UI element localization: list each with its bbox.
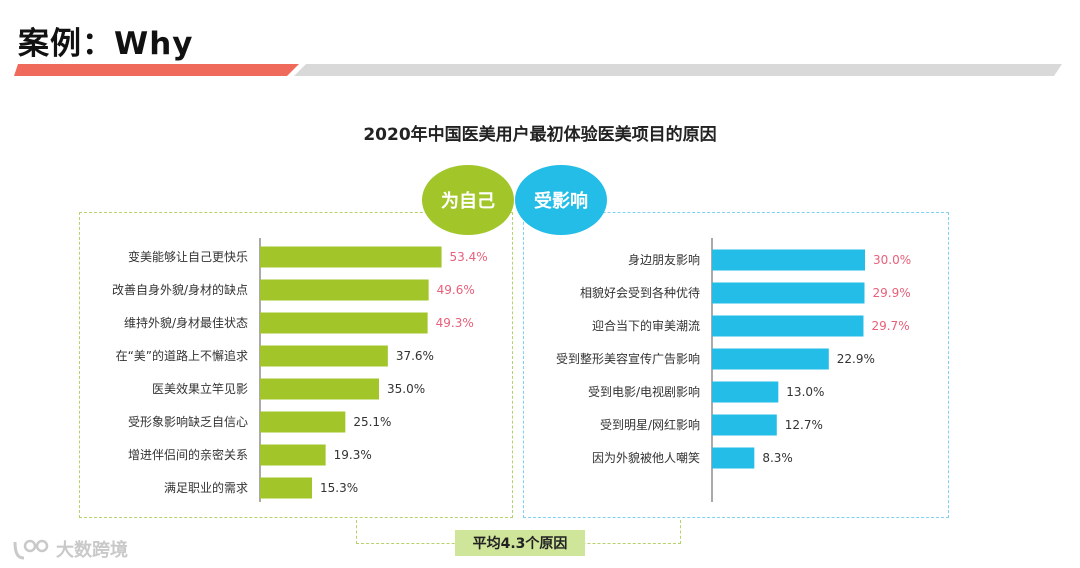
data-label: 53.4% (450, 250, 488, 264)
bar (712, 249, 865, 271)
data-label: 25.1% (353, 415, 391, 429)
data-label: 37.6% (396, 349, 434, 363)
category-label: 维持外貌/身材最佳状态 (124, 315, 248, 330)
bar (260, 345, 388, 367)
data-label: 15.3% (320, 481, 358, 495)
category-label: 受形象影响缺乏自信心 (128, 414, 248, 429)
data-label: 12.7% (785, 418, 823, 432)
group-label-self: 为自己 (422, 165, 514, 235)
category-label: 迎合当下的审美潮流 (592, 318, 700, 333)
panel-influenced (523, 212, 949, 518)
bar (260, 477, 313, 499)
category-label: 满足职业的需求 (164, 480, 248, 495)
category-label: 因为外貌被他人嘲笑 (592, 450, 700, 465)
bar (712, 282, 865, 304)
slide-title: 案例：Why (18, 26, 194, 62)
bar (260, 411, 346, 433)
panel-self (79, 212, 513, 518)
data-label: 29.7% (871, 319, 909, 333)
category-label: 变美能够让自己更快乐 (128, 249, 248, 264)
data-label: 49.3% (436, 316, 474, 330)
logo-icon (13, 539, 49, 560)
bar (712, 348, 829, 370)
category-label: 受到整形美容宣传广告影响 (556, 351, 700, 366)
bar (260, 444, 326, 466)
category-label: 身边朋友影响 (628, 252, 700, 267)
data-label: 49.6% (437, 283, 475, 297)
watermark: 大数跨境 (12, 536, 128, 562)
title-bar-accent (14, 64, 299, 76)
data-label: 30.0% (873, 253, 911, 267)
chart-title: 2020年中国医美用户最初体验医美项目的原因 (363, 125, 717, 145)
bar (260, 312, 428, 334)
category-label: 相貌好会受到各种优待 (580, 285, 700, 300)
category-label: 医美效果立竿见影 (152, 381, 248, 396)
title-underline-bar (14, 64, 1062, 76)
bar (712, 447, 755, 469)
bar (712, 315, 864, 337)
category-label: 受到明星/网红影响 (600, 417, 700, 432)
bar (260, 279, 429, 301)
category-label: 改善自身外貌/身材的缺点 (112, 282, 248, 297)
average-label: 平均4.3个原因 (455, 530, 585, 556)
data-label: 35.0% (387, 382, 425, 396)
category-label: 在“美”的道路上不懈追求 (116, 348, 248, 363)
data-label: 22.9% (837, 352, 875, 366)
category-label: 受到电影/电视剧影响 (588, 384, 700, 399)
category-label: 增进伴侣间的亲密关系 (128, 447, 248, 462)
data-label: 19.3% (334, 448, 372, 462)
data-label: 29.9% (872, 286, 910, 300)
group-label-influenced: 受影响 (515, 165, 607, 235)
title-bar-track (294, 64, 1062, 76)
bar (712, 381, 779, 403)
bar (260, 246, 442, 268)
data-label: 8.3% (762, 451, 793, 465)
bar (712, 414, 777, 436)
data-label: 13.0% (786, 385, 824, 399)
watermark-text: 大数跨境 (56, 540, 128, 561)
bar (260, 378, 379, 400)
